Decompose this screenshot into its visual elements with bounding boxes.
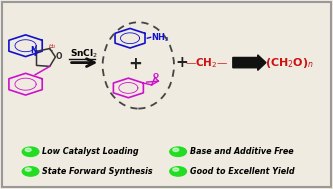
Text: $H_2$: $H_2$ [48, 43, 57, 51]
Circle shape [22, 147, 39, 156]
Text: O: O [56, 53, 62, 61]
FancyArrow shape [233, 55, 266, 70]
Text: +: + [128, 56, 142, 74]
Text: NH$_2$: NH$_2$ [151, 31, 170, 43]
Text: C: C [49, 47, 53, 52]
Text: Good to Excellent Yield: Good to Excellent Yield [190, 167, 294, 176]
Circle shape [173, 168, 179, 171]
Text: (CH$_2$O)$_n$: (CH$_2$O)$_n$ [265, 56, 314, 70]
Text: +: + [175, 55, 188, 70]
Text: —CH$_2$—: —CH$_2$— [184, 56, 228, 70]
Circle shape [173, 148, 179, 152]
Text: O: O [153, 73, 159, 79]
Text: Low Catalyst Loading: Low Catalyst Loading [42, 147, 139, 156]
Circle shape [22, 167, 39, 176]
Text: N: N [31, 46, 37, 55]
Text: Base and Additive Free: Base and Additive Free [190, 147, 293, 156]
Circle shape [170, 167, 186, 176]
Text: SnCl$_2$: SnCl$_2$ [70, 48, 99, 60]
Circle shape [25, 148, 31, 152]
Circle shape [25, 168, 31, 171]
Text: State Forward Synthesis: State Forward Synthesis [42, 167, 153, 176]
Circle shape [170, 147, 186, 156]
